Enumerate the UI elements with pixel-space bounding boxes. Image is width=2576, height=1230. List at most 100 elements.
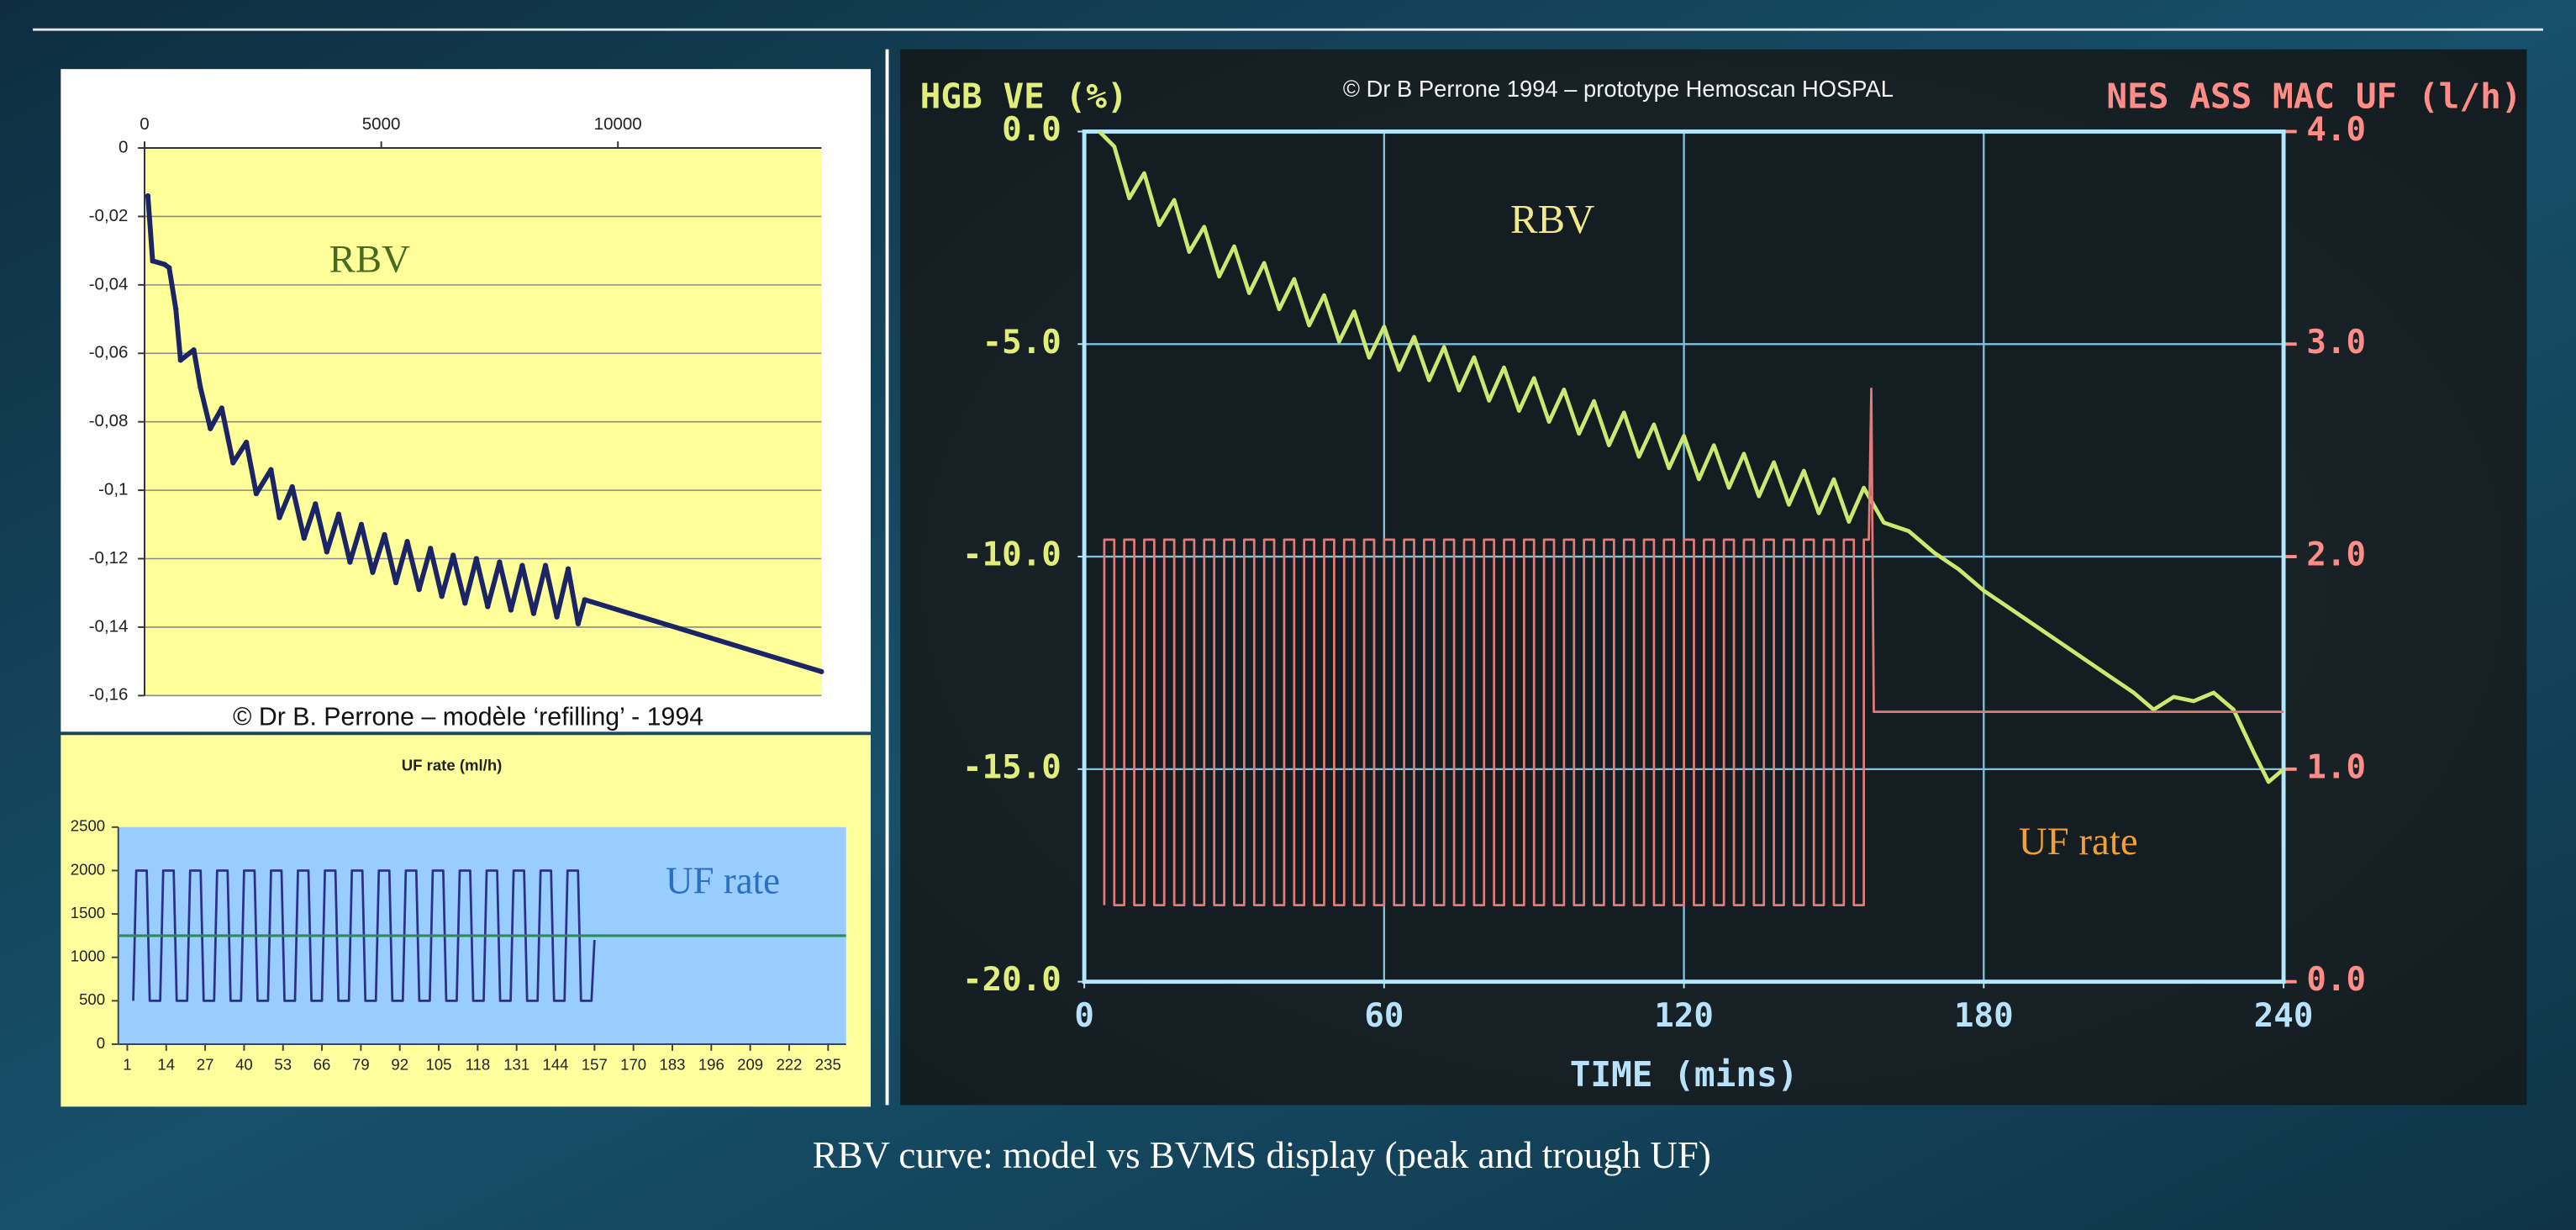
y-tick-label: 0: [97, 1034, 105, 1052]
data-point: [554, 615, 559, 620]
x-tick-label: 222: [776, 1055, 802, 1073]
x-tick-label: 144: [543, 1055, 569, 1073]
y-tick-label: 1500: [71, 904, 105, 921]
y-tick-label: -10.0: [962, 536, 1061, 574]
x-tick-label: 0: [140, 114, 149, 134]
y-tick-label: -5.0: [982, 324, 1061, 362]
data-point: [208, 426, 213, 431]
annotation: RBV: [1510, 196, 1594, 242]
y-tick-label: -20.0: [962, 961, 1061, 999]
data-point: [219, 405, 224, 410]
data-point: [576, 621, 581, 626]
y-tick-label: 0: [119, 137, 128, 156]
y2-tick-label: 2.0: [2306, 536, 2366, 574]
y-tick-label: -0,1: [98, 480, 128, 499]
x-tick-label: 183: [660, 1055, 686, 1073]
data-point: [198, 385, 203, 390]
x-tick-label: 92: [391, 1055, 408, 1073]
data-point: [428, 546, 433, 551]
annotation: RBV: [329, 238, 411, 282]
data-point: [254, 491, 259, 496]
y-tick-label: 500: [79, 990, 105, 1008]
data-point: [145, 193, 150, 198]
x-tick-label: 1: [123, 1055, 131, 1073]
x-tick-label: 209: [737, 1055, 763, 1073]
data-point: [519, 563, 524, 568]
data-point: [173, 306, 178, 311]
y2-tick-label: 3.0: [2306, 324, 2366, 362]
y-tick-label: -0,12: [89, 548, 129, 567]
data-point: [819, 669, 824, 674]
x-tick-label: 53: [274, 1055, 292, 1073]
data-point: [150, 258, 155, 263]
x-tick-label: 105: [426, 1055, 452, 1073]
y-tick-label: -0,16: [89, 685, 129, 705]
x-tick-label: 196: [698, 1055, 724, 1073]
data-point: [324, 549, 329, 554]
chart-title: UF rate (ml/h): [402, 756, 503, 773]
data-point: [543, 563, 548, 568]
data-point: [277, 515, 282, 520]
x-tick-label: 240: [2254, 997, 2314, 1035]
y-tick-label: 1000: [71, 948, 105, 965]
annotation: UF rate: [2019, 820, 2138, 863]
data-point: [582, 597, 587, 602]
annotation: © Dr B. Perrone – modèle ‘refilling’ - 1…: [233, 704, 703, 731]
data-point: [162, 261, 167, 267]
x-tick-label: 235: [815, 1055, 841, 1073]
data-point: [336, 511, 341, 516]
caption: RBV curve: model vs BVMS display (peak a…: [813, 1134, 1711, 1176]
data-point: [166, 265, 171, 270]
page: {"chart_data": [ {"type": "line", "xlim"…: [0, 0, 2576, 1230]
x-tick-label: 66: [313, 1055, 331, 1073]
x-tick-label: 170: [620, 1055, 646, 1073]
x-tick-label: 10000: [594, 114, 642, 134]
x-tick-label: 60: [1364, 997, 1404, 1035]
x-axis-title: TIME (mins): [1570, 1054, 1799, 1095]
x-tick-label: 27: [197, 1055, 214, 1073]
y2-axis-title: NES ASS MAC UF (l/h): [2106, 76, 2521, 116]
data-point: [359, 522, 364, 527]
data-point: [244, 440, 249, 445]
annotation: UF rate: [666, 860, 780, 902]
chart-title: © Dr B Perrone 1994 – prototype Hemoscan…: [1343, 76, 1894, 102]
data-point: [440, 594, 445, 599]
x-tick-label: 14: [157, 1055, 175, 1073]
data-point: [531, 611, 536, 616]
data-point: [302, 536, 307, 541]
data-point: [370, 570, 375, 575]
data-point: [566, 567, 571, 572]
y-tick-label: -0,14: [89, 616, 129, 636]
data-point: [230, 460, 235, 465]
x-tick-label: 0: [1074, 997, 1094, 1035]
data-point: [347, 559, 352, 564]
data-point: [178, 357, 183, 362]
y-tick-label: -0,04: [89, 274, 129, 293]
y2-tick-label: 0.0: [2306, 961, 2366, 999]
x-tick-label: 131: [503, 1055, 529, 1073]
x-tick-label: 40: [235, 1055, 253, 1073]
data-point: [191, 347, 196, 352]
y-tick-label: -0,06: [89, 343, 129, 362]
data-point: [474, 556, 479, 561]
data-point: [382, 532, 387, 537]
y2-tick-label: 1.0: [2306, 748, 2366, 786]
y-axis-title: HGB VE (%): [920, 76, 1128, 116]
x-tick-label: 120: [1654, 997, 1714, 1035]
data-point: [393, 580, 398, 585]
y-tick-label: 2500: [71, 817, 105, 835]
y-tick-label: -15.0: [962, 748, 1061, 786]
slide: RBV curve: model vs BVMS display (peak a…: [0, 0, 2576, 1230]
y-tick-label: -0,02: [89, 206, 129, 225]
x-tick-label: 5000: [362, 114, 401, 134]
x-tick-label: 79: [352, 1055, 370, 1073]
x-tick-label: 118: [466, 1055, 491, 1073]
data-point: [290, 484, 295, 489]
y-tick-label: -0,08: [89, 411, 129, 430]
data-point: [497, 559, 502, 564]
data-point: [462, 600, 467, 605]
data-point: [313, 501, 318, 506]
data-point: [404, 539, 409, 544]
data-point: [268, 467, 273, 472]
x-tick-label: 180: [1954, 997, 2014, 1035]
